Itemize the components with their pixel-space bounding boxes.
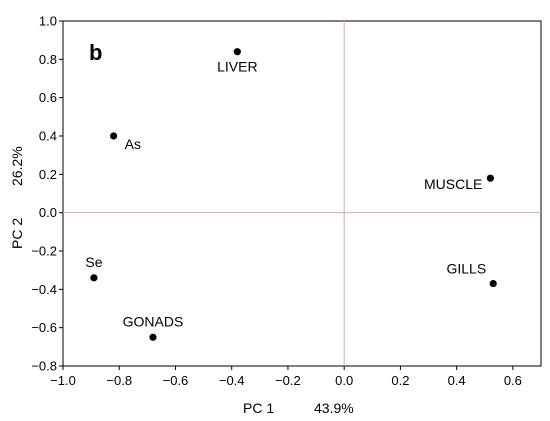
data-point (486, 174, 494, 182)
y-tick-label: 0.6 (39, 90, 57, 105)
x-tick-label: −0.2 (275, 373, 301, 388)
point-label: MUSCLE (424, 176, 482, 192)
point-label: GONADS (123, 313, 184, 329)
y-axis-title: PC 2 (9, 218, 25, 249)
y-tick-label: −0.8 (31, 359, 57, 374)
y-tick-label: 0.0 (39, 205, 57, 220)
data-point (149, 333, 157, 341)
x-axis-title: PC 1 (243, 400, 274, 416)
point-label: As (125, 136, 141, 152)
x-tick-label: −0.4 (219, 373, 245, 388)
data-point (110, 132, 118, 140)
panel-label: b (89, 40, 102, 65)
point-label: Se (85, 254, 102, 270)
y-tick-label: −0.4 (31, 282, 57, 297)
y-axis-ticks: −0.8 −0.6 −0.4 −0.2 0.0 0.2 0.4 0.6 0.8 1.0 (31, 14, 63, 374)
y-tick-label: 0.2 (39, 167, 57, 182)
y-tick-label: 0.8 (39, 52, 57, 67)
point-label: GILLS (446, 261, 486, 277)
data-points: LIVER As MUSCLE Se GILLS GONADS (85, 48, 497, 341)
y-axis-variance: 26.2% (9, 146, 25, 186)
plot-area (62, 20, 542, 367)
data-point (90, 274, 98, 282)
y-tick-label: −0.6 (31, 320, 57, 335)
data-point (489, 279, 497, 288)
x-tick-label: −1.0 (50, 373, 76, 388)
x-tick-label: 0.4 (448, 373, 466, 388)
y-tick-label: 1.0 (39, 14, 57, 29)
x-tick-label: −0.6 (163, 373, 189, 388)
x-tick-label: −0.8 (106, 373, 132, 388)
data-point (233, 48, 241, 56)
y-tick-label: −0.2 (31, 244, 57, 259)
x-axis-variance: 43.9% (314, 400, 354, 416)
x-tick-label: 0.2 (391, 373, 409, 388)
x-axis-ticks: −1.0 −0.8 −0.6 −0.4 −0.2 0.0 0.2 0.4 0.6 (50, 366, 522, 388)
x-tick-label: 0.0 (335, 373, 353, 388)
y-tick-label: 0.4 (39, 129, 57, 144)
x-tick-label: 0.6 (504, 373, 522, 388)
point-label: LIVER (217, 59, 257, 75)
